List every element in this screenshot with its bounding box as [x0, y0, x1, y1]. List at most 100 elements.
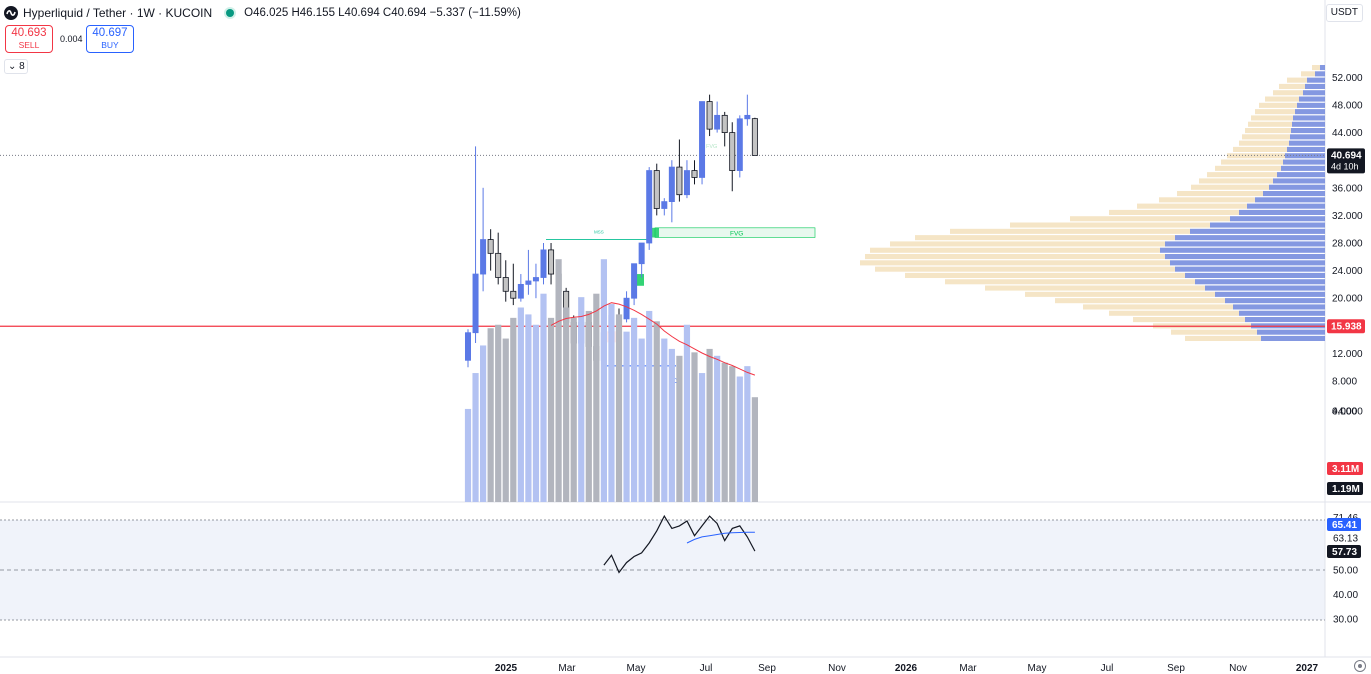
- fvg-fill: [650, 227, 659, 238]
- gear-icon[interactable]: [1354, 660, 1366, 672]
- volume-bar: [540, 293, 547, 502]
- volume-bar: [487, 328, 494, 502]
- vp-up-bar: [1292, 121, 1325, 127]
- price-tick-label: 32.000: [1332, 211, 1363, 222]
- rsi-tick-label: 30.00: [1333, 615, 1358, 626]
- price-tick-label: 12.000: [1332, 349, 1363, 360]
- vp-down-bar: [1221, 159, 1283, 165]
- vp-down-bar: [1255, 109, 1295, 115]
- symbol-legend[interactable]: Hyperliquid / Tether · 1W · KUCOIN O46.0…: [4, 5, 521, 21]
- vp-up-bar: [1315, 71, 1325, 77]
- support-price-label: 15.938: [1331, 322, 1362, 333]
- vp-down-bar: [1070, 216, 1230, 222]
- buy-price: 40.697: [92, 27, 128, 39]
- volume-bar: [676, 355, 683, 502]
- vp-down-bar: [1133, 317, 1245, 323]
- vp-down-bar: [1215, 165, 1281, 171]
- rsi-ma-tag: [1327, 518, 1361, 531]
- time-tick-label: Sep: [1167, 663, 1185, 674]
- vp-up-bar: [1281, 165, 1325, 171]
- volume-bar: [631, 317, 638, 502]
- volume-bar: [510, 317, 517, 502]
- vp-down-bar: [1312, 65, 1320, 71]
- vp-down-bar: [1177, 191, 1263, 197]
- vp-down-bar: [1055, 298, 1225, 304]
- vp-up-bar: [1299, 96, 1325, 102]
- vp-up-bar: [1320, 65, 1325, 71]
- small-fvg-fill: [636, 274, 644, 286]
- candle: [548, 249, 555, 275]
- vp-up-bar: [1273, 178, 1325, 184]
- rsi-tick-label: 63.13: [1333, 533, 1358, 544]
- rsi-ma-label: 65.41: [1332, 520, 1357, 531]
- volume-bar: [721, 362, 728, 502]
- volume-bar: [661, 338, 668, 502]
- volume-bar: [585, 310, 592, 502]
- volume-profile: [860, 65, 1325, 341]
- vp-up-bar: [1297, 102, 1325, 108]
- vp-down-bar: [1109, 310, 1239, 316]
- time-tick-label: Nov: [1229, 663, 1247, 674]
- candle: [502, 277, 509, 292]
- candle: [638, 242, 645, 265]
- vp-up-bar: [1291, 128, 1325, 134]
- volume-ma-label: 3.11M: [1332, 464, 1359, 475]
- vp-down-bar: [1287, 77, 1307, 83]
- vp-up-bar: [1261, 335, 1325, 341]
- vp-down-bar: [915, 235, 1175, 241]
- vp-up-bar: [1190, 228, 1325, 234]
- time-tick-label: 2025: [495, 663, 518, 674]
- vp-up-bar: [1290, 134, 1325, 140]
- vp-down-bar: [1251, 115, 1293, 121]
- volume-bar: [736, 376, 743, 502]
- candle: [736, 118, 743, 171]
- candle: [668, 166, 675, 203]
- vp-down-bar: [870, 247, 1160, 253]
- vp-up-bar: [1269, 184, 1325, 190]
- current-price-label: 40.694: [1331, 150, 1362, 161]
- volume-bar: [653, 321, 660, 502]
- candle: [676, 166, 683, 196]
- volume-bar: [578, 297, 585, 502]
- candle: [525, 280, 532, 285]
- sell-button[interactable]: 40.693 SELL: [5, 25, 53, 53]
- current-price-tag: [1327, 148, 1365, 174]
- currency-selector[interactable]: USDT: [1325, 4, 1363, 22]
- price-tick-label: 44.000: [1332, 128, 1363, 139]
- volume-label: 1.19M: [1332, 484, 1360, 495]
- time-tick-label: Jul: [700, 663, 713, 674]
- ohlc-values: O46.025 H46.155 L40.694 C40.694 −5.337 (…: [244, 7, 521, 19]
- price-tick-label: 52.000: [1332, 73, 1363, 84]
- indicators-toggle-button[interactable]: ⌄ 8: [4, 59, 28, 74]
- time-tick-label: 2026: [895, 663, 918, 674]
- vp-down-bar: [1083, 304, 1233, 310]
- market-status-icon[interactable]: [226, 9, 235, 17]
- vp-down-bar: [1265, 96, 1299, 102]
- symbol-title[interactable]: Hyperliquid / Tether · 1W · KUCOIN: [23, 6, 213, 20]
- candle: [699, 101, 706, 178]
- volume-bar: [570, 317, 577, 502]
- vp-down-bar: [905, 272, 1185, 278]
- vp-up-bar: [1195, 279, 1325, 285]
- candle: [721, 114, 728, 133]
- volume-tick-label: 0.000: [1332, 407, 1357, 418]
- candle: [487, 239, 494, 254]
- buy-button[interactable]: 40.697 BUY: [86, 25, 134, 53]
- vp-down-bar: [1279, 83, 1305, 89]
- spread-value: 0.004: [60, 34, 83, 44]
- volume-ma-tag: [1327, 462, 1363, 475]
- vp-up-bar: [1277, 172, 1325, 178]
- price-tick-label: 36.000: [1332, 183, 1363, 194]
- volume-tag: [1327, 482, 1363, 495]
- vp-down-bar: [875, 266, 1175, 272]
- candle: [744, 114, 751, 120]
- volume-bar: [691, 352, 698, 502]
- volume-tick-label: 4.000: [1332, 407, 1357, 418]
- vp-down-bar: [1242, 134, 1290, 140]
- rsi-ma-line: [686, 531, 755, 544]
- vp-down-bar: [1185, 335, 1261, 341]
- vp-up-bar: [1233, 304, 1325, 310]
- volume-bar: [714, 355, 721, 502]
